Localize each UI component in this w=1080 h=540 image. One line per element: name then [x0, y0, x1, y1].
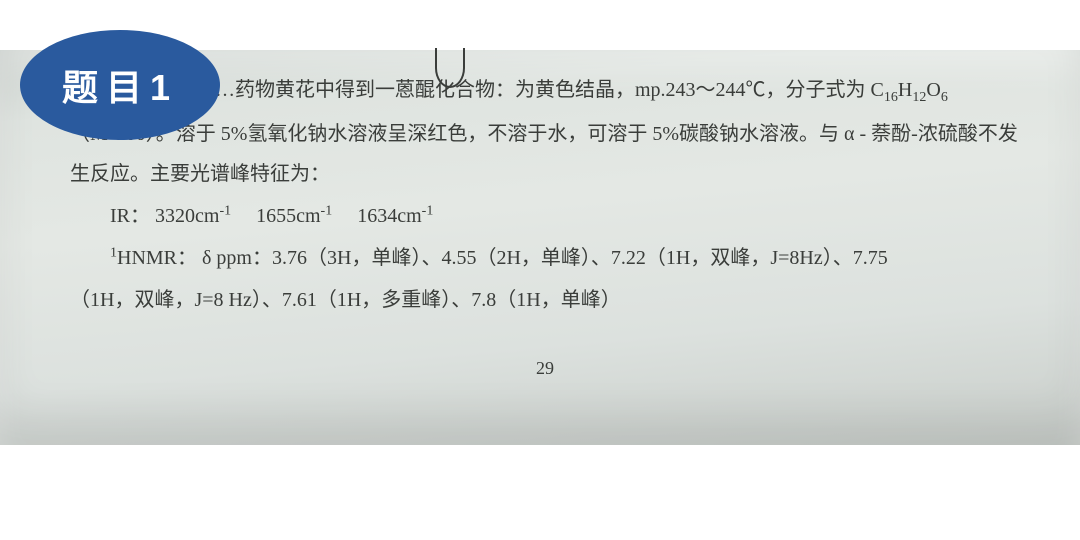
nmr-peaks: （1H，双峰，J=8 Hz）、7.61（1H，多重峰）、7.8（1H，单峰）: [70, 289, 621, 311]
nmr-peaks: 3.76（3H，单峰）、4.55（2H，单峰）、7.22（1H，双峰，J=8Hz…: [272, 247, 888, 269]
paragraph-properties: （M+300）。溶于 5%氢氧化钠水溶液呈深红色，不溶于水，可溶于 5%碳酸钠水…: [70, 114, 1020, 194]
ir-unit-sup: -1: [422, 203, 434, 218]
formula-subscript: 16: [884, 90, 898, 105]
ir-unit-sup: -1: [321, 203, 333, 218]
text-segment: O: [926, 79, 940, 101]
ir-unit-sup: -1: [219, 203, 231, 218]
paragraph-nmr-a: 1HNMR： δ ppm：3.76（3H，单峰）、4.55（2H，单峰）、7.2…: [70, 238, 1020, 278]
ir-value: 1634cm: [357, 205, 421, 227]
problem-text: …药物黄花中得到一蒽醌化合物：为黄色结晶，mp.243～244℃，分子式为 C1…: [70, 70, 1020, 386]
ir-value: 3320cm: [155, 205, 219, 227]
page-number: 29: [70, 350, 1020, 386]
nmr-label: HNMR： δ ppm：: [117, 247, 272, 269]
text-segment: …药物黄花中得到一蒽醌化合物：为黄色结晶，mp.243～244℃，分子式为 C: [215, 79, 884, 101]
ir-value: 1655cm: [256, 205, 320, 227]
text-segment: H: [898, 79, 912, 101]
handwritten-doodle: [435, 48, 465, 88]
badge-label: 题目1: [62, 59, 178, 111]
formula-subscript: 12: [912, 90, 926, 105]
formula-subscript: 6: [941, 90, 948, 105]
question-badge: 题目1: [20, 30, 220, 140]
paragraph-nmr-b: （1H，双峰，J=8 Hz）、7.61（1H，多重峰）、7.8（1H，单峰）: [70, 280, 1020, 320]
ir-label: IR：: [110, 205, 150, 227]
nmr-superscript: 1: [110, 245, 117, 260]
text-segment: 300）。溶于 5%氢氧化钠水溶液呈深红色，不溶于水，可溶于 5%碳酸钠水溶液。…: [70, 123, 1018, 185]
paragraph-ir: IR： 3320cm-1 1655cm-1 1634cm-1: [70, 196, 1020, 236]
